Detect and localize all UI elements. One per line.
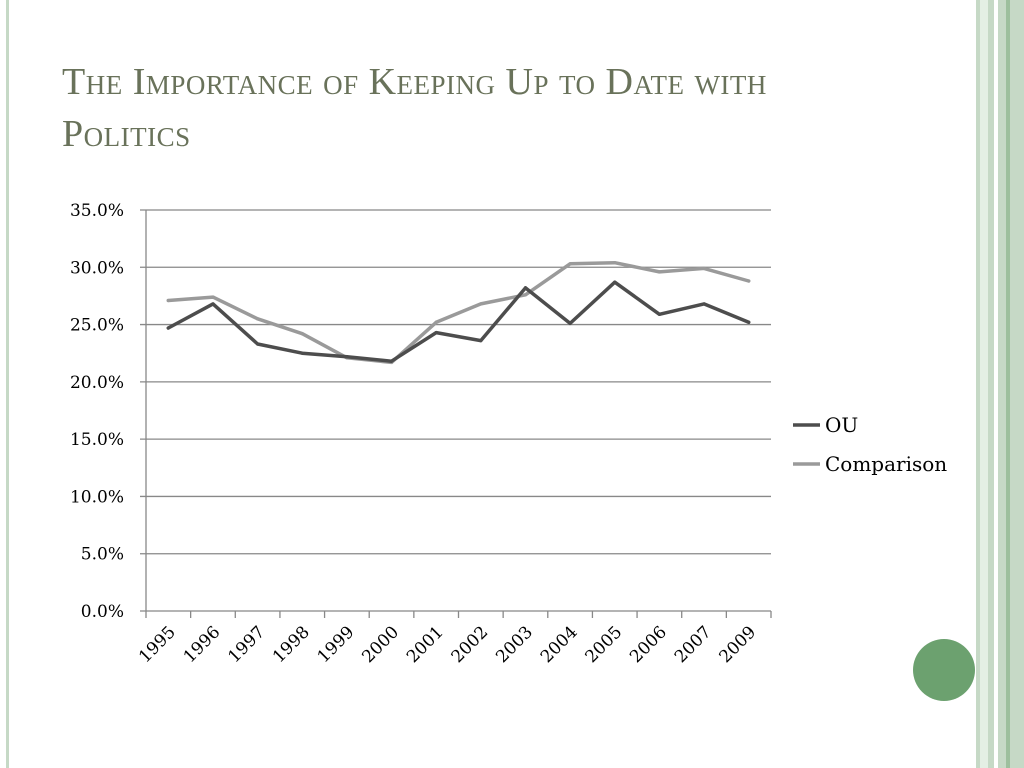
x-tick-label: 2005 [582, 622, 627, 667]
data-point-ou [747, 320, 751, 324]
data-point-comparison [256, 317, 260, 321]
x-tick-label: 2001 [403, 622, 448, 667]
x-tick-label: 1999 [314, 622, 359, 667]
data-point-ou [568, 321, 572, 326]
slide-title: The Importance of Keeping Up to Date wit… [62, 61, 767, 155]
y-tick-label: 25.0% [70, 316, 124, 336]
series-line-comparison [166, 260, 751, 365]
data-point-comparison [166, 298, 170, 303]
y-tick-label: 15.0% [70, 430, 124, 450]
data-point-comparison [657, 270, 661, 274]
right-bar-7 [1010, 0, 1024, 768]
x-tick-label: 2004 [537, 622, 582, 667]
data-point-ou [657, 312, 661, 316]
legend-label-ou: OU [825, 413, 858, 437]
right-bar-2 [980, 0, 988, 768]
legend-label-comparison: Comparison [825, 452, 947, 476]
x-tick-label: 1996 [180, 622, 225, 667]
x-tick-label: 2007 [671, 622, 716, 667]
y-tick-label: 20.0% [70, 373, 124, 393]
y-tick-label: 35.0% [70, 201, 124, 221]
data-point-ou [256, 342, 260, 346]
series-line-ou [166, 280, 751, 363]
data-point-ou [434, 330, 438, 335]
right-bar-6 [1006, 0, 1010, 768]
right-bar-4 [994, 0, 998, 768]
data-point-comparison [211, 295, 215, 299]
data-point-comparison [434, 320, 438, 324]
y-tick-label: 10.0% [70, 487, 124, 507]
data-point-ou [211, 302, 215, 306]
x-tick-label: 2009 [715, 622, 760, 667]
data-point-comparison [747, 279, 751, 283]
data-point-comparison [702, 266, 706, 271]
data-point-comparison [568, 262, 572, 266]
x-tick-label: 2000 [358, 622, 403, 667]
right-bar-1 [976, 0, 980, 768]
data-point-ou [702, 302, 706, 306]
right-bar-5 [998, 0, 1006, 768]
data-point-ou [613, 280, 617, 284]
data-point-comparison [479, 302, 483, 306]
left-border-rule [6, 0, 9, 768]
data-point-comparison [613, 261, 617, 265]
x-tick-label: 2006 [626, 622, 671, 667]
data-point-comparison [523, 293, 528, 297]
x-tick-label: 2003 [492, 622, 537, 667]
right-decorative-bars [976, 0, 1024, 768]
x-tick-label: 2002 [448, 622, 493, 667]
y-tick-label: 0.0% [81, 602, 124, 622]
data-point-ou [479, 339, 483, 343]
data-point-comparison [300, 332, 304, 336]
data-point-ou [300, 351, 304, 355]
x-tick-label: 1998 [269, 622, 314, 667]
x-tick-label: 1997 [224, 622, 269, 667]
data-point-ou [523, 286, 528, 290]
y-tick-label: 30.0% [70, 258, 124, 278]
right-bar-3 [988, 0, 994, 768]
data-point-ou [166, 326, 170, 330]
x-tick-label: 1995 [135, 622, 180, 667]
data-point-ou [345, 355, 349, 359]
decorative-circle [913, 639, 975, 701]
data-point-ou [389, 359, 394, 363]
y-tick-label: 5.0% [81, 545, 124, 565]
